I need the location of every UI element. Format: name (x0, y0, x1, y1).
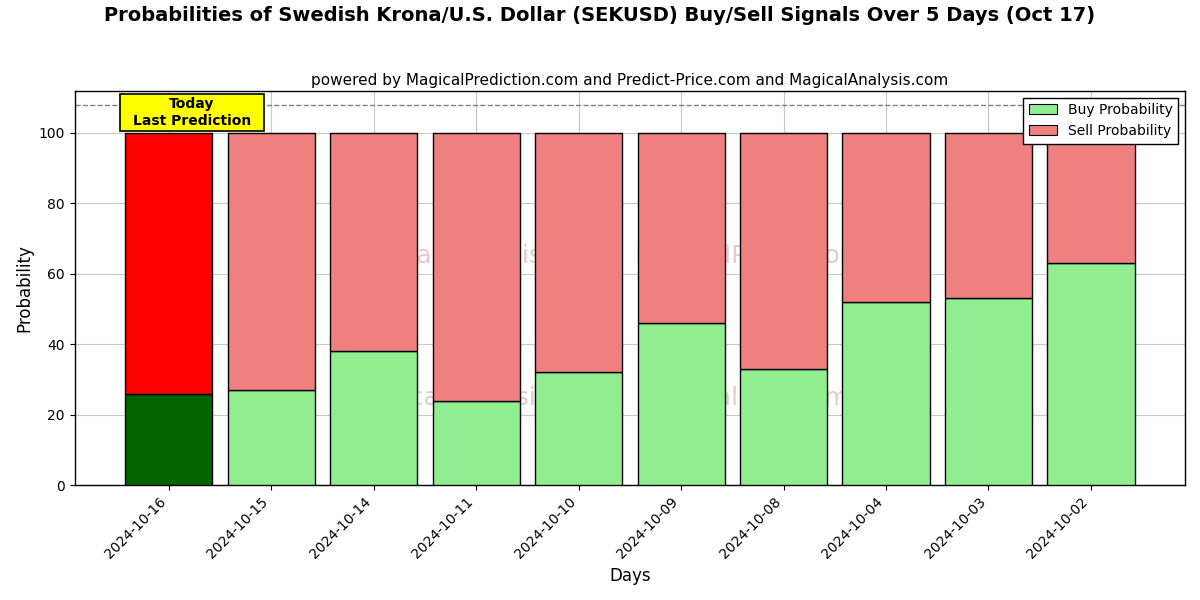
X-axis label: Days: Days (610, 567, 650, 585)
Bar (125, 394, 212, 485)
Bar (1048, 263, 1134, 485)
Bar (944, 298, 1032, 485)
Bar (740, 133, 827, 369)
Text: Probabilities of Swedish Krona/U.S. Dollar (SEKUSD) Buy/Sell Signals Over 5 Days: Probabilities of Swedish Krona/U.S. Doll… (104, 6, 1096, 25)
Bar (944, 133, 1032, 298)
Bar (228, 133, 314, 390)
Y-axis label: Probability: Probability (16, 244, 34, 332)
Title: powered by MagicalPrediction.com and Predict-Price.com and MagicalAnalysis.com: powered by MagicalPrediction.com and Pre… (311, 73, 948, 88)
Bar (330, 351, 418, 485)
Text: Today
Last Prediction: Today Last Prediction (133, 97, 251, 128)
Bar (535, 133, 622, 373)
Bar (330, 133, 418, 351)
Bar (125, 133, 212, 394)
Legend: Buy Probability, Sell Probability: Buy Probability, Sell Probability (1024, 98, 1178, 143)
Text: MagicalAnalysis.com    MagicalPredictm.com: MagicalAnalysis.com MagicalPredictm.com (349, 386, 910, 410)
Bar (637, 323, 725, 485)
Bar (740, 369, 827, 485)
Bar (1048, 133, 1134, 263)
Text: MagicalAnalysis.com    MagicalPrediction.com: MagicalAnalysis.com MagicalPrediction.co… (343, 244, 917, 268)
FancyBboxPatch shape (120, 94, 264, 131)
Bar (842, 302, 930, 485)
Bar (228, 390, 314, 485)
Bar (432, 133, 520, 401)
Bar (842, 133, 930, 302)
Bar (637, 133, 725, 323)
Bar (432, 401, 520, 485)
Bar (535, 373, 622, 485)
